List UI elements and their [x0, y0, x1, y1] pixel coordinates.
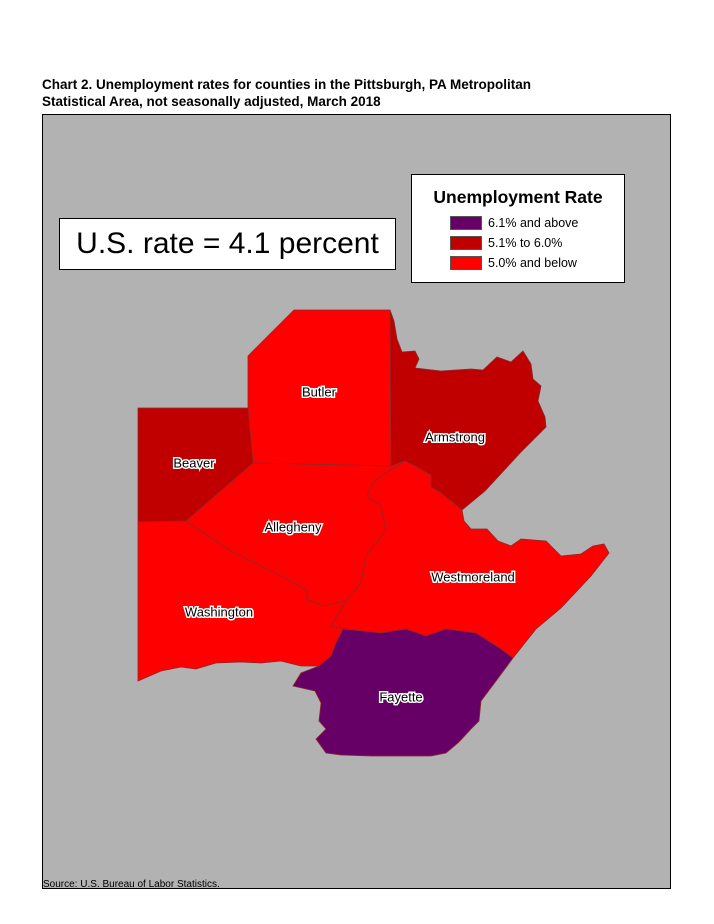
legend-item-middle: 5.1% to 6.0% [450, 235, 562, 251]
legend: Unemployment Rate 6.1% and above 5.1% to … [411, 174, 625, 283]
us-rate-text: U.S. rate = 4.1 percent [76, 227, 379, 260]
county-label-armstrong: Armstrong [425, 429, 485, 444]
county-westmoreland[interactable] [330, 460, 610, 659]
legend-label: 6.1% and above [488, 216, 579, 230]
county-label-allegheny: Allegheny [264, 519, 322, 534]
county-label-butler: Butler [302, 384, 337, 399]
county-map: Butler Armstrong Beaver Allegheny Westmorela… [137, 309, 610, 757]
county-label-westmoreland: Westmoreland [431, 569, 515, 584]
legend-label: 5.0% and below [488, 256, 577, 270]
chart-title: Chart 2. Unemployment rates for counties… [42, 76, 682, 110]
source-note: Source: U.S. Bureau of Labor Statistics. [43, 879, 220, 890]
title-line-1: Chart 2. Unemployment rates for counties… [42, 77, 532, 92]
us-rate-box: U.S. rate = 4.1 percent [59, 218, 396, 270]
title-line-2: Statistical Area, not seasonally adjuste… [42, 94, 381, 109]
legend-item-above: 6.1% and above [450, 215, 578, 231]
legend-item-below: 5.0% and below [450, 255, 577, 271]
legend-label: 5.1% to 6.0% [488, 236, 563, 250]
legend-title: Unemployment Rate [433, 187, 603, 207]
county-label-fayette: Fayette [379, 689, 422, 704]
county-label-beaver: Beaver [173, 455, 215, 470]
legend-swatch [450, 236, 482, 250]
county-fayette[interactable] [292, 628, 514, 757]
county-label-washington: Washington [185, 604, 253, 619]
legend-swatch [450, 256, 482, 270]
legend-swatch [450, 216, 482, 230]
